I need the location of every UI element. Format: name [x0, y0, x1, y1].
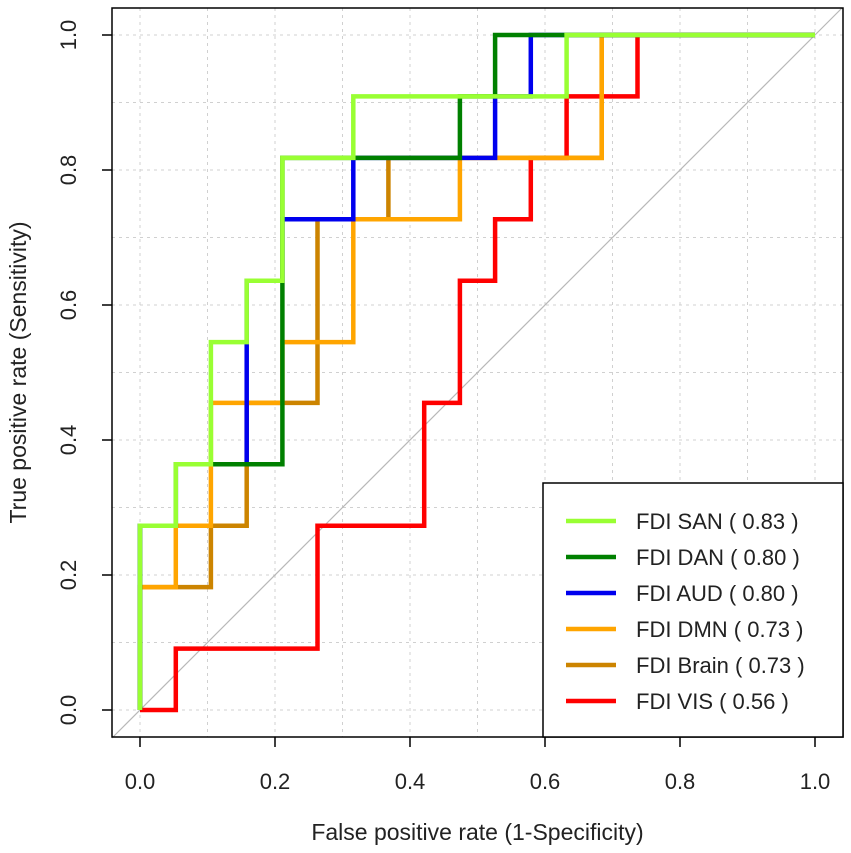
- y-tick-label: 0.2: [56, 560, 81, 591]
- x-tick-label: 0.8: [665, 769, 696, 794]
- y-tick-label: 0.6: [56, 290, 81, 321]
- y-tick-label: 0.8: [56, 155, 81, 186]
- roc-line-fdi-san: [137, 32, 815, 710]
- y-tick-label: 0.0: [56, 695, 81, 726]
- x-tick-label: 0.0: [125, 769, 156, 794]
- grid: [112, 8, 843, 737]
- x-axis-title: False positive rate (1-Specificity): [311, 819, 643, 845]
- plot-frame: [111, 7, 844, 738]
- y-tick-label: 1.0: [56, 20, 81, 51]
- y-tick-label: 0.4: [56, 425, 81, 456]
- roc-series-group: [137, 32, 815, 713]
- roc-line-fdi-vis: [140, 32, 815, 713]
- x-axis: 0.0 0.2 0.4 0.6 0.8 1.0: [125, 737, 831, 794]
- legend-label: FDI VIS ( 0.56 ): [636, 689, 789, 714]
- legend-label: FDI AUD ( 0.80 ): [636, 581, 799, 606]
- x-tick-label: 0.6: [530, 769, 561, 794]
- y-axis-title: True positive rate (Sensitivity): [5, 221, 31, 523]
- legend-label: FDI DMN ( 0.73 ): [636, 617, 803, 642]
- reference-diagonal-line: [111, 7, 843, 739]
- x-tick-label: 0.4: [395, 769, 426, 794]
- legend-label: FDI SAN ( 0.83 ): [636, 509, 799, 534]
- legend-label: FDI Brain ( 0.73 ): [636, 653, 805, 678]
- legend: FDI SAN ( 0.83 ) FDI DAN ( 0.80 ) FDI AUD …: [542, 482, 844, 738]
- x-tick-label: 1.0: [800, 769, 831, 794]
- y-axis: 0.0 0.2 0.4 0.6 0.8 1.0: [56, 20, 112, 726]
- legend-box: [542, 482, 844, 738]
- x-tick-label: 0.2: [260, 769, 291, 794]
- legend-label: FDI DAN ( 0.80 ): [636, 545, 800, 570]
